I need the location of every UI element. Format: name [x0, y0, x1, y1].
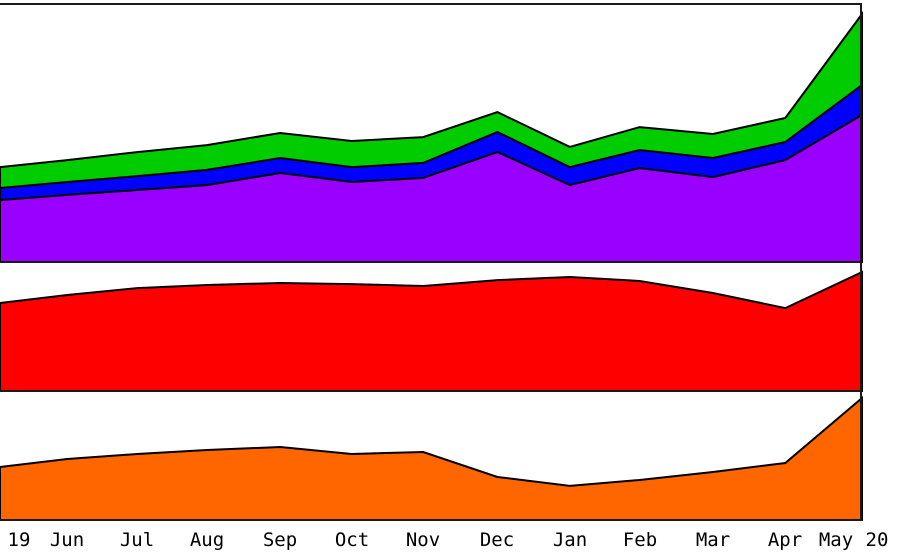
x-tick-label-oct: Oct: [335, 529, 369, 551]
x-tick-label-dec: Dec: [480, 529, 514, 551]
area-red: [0, 270, 863, 392]
x-tick-label-jul: Jul: [120, 529, 154, 551]
x-tick-label-feb: Feb: [623, 529, 657, 551]
x-tick-label-may: May: [819, 529, 853, 551]
x-tick-label-apr: Apr: [768, 529, 802, 551]
x-tick-label-jun: Jun: [50, 529, 84, 551]
x-tick-label-19: 19: [8, 529, 31, 551]
x-tick-label-mar: Mar: [696, 529, 730, 551]
x-tick-label-jan: Jan: [553, 529, 587, 551]
x-tick-label-sep: Sep: [263, 529, 297, 551]
x-tick-label-aug: Aug: [190, 529, 224, 551]
bottom-panel: [0, 395, 863, 521]
area-orange: [0, 395, 863, 521]
x-tick-label-20: 20: [866, 529, 889, 551]
x-tick-label-nov: Nov: [406, 529, 440, 551]
middle-panel: [0, 270, 863, 392]
top-panel: [0, 11, 863, 263]
